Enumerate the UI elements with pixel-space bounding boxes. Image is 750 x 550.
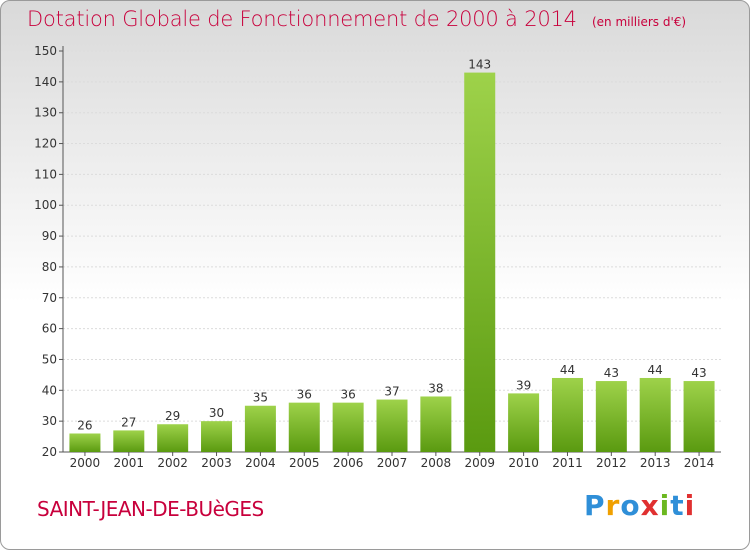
bar-value-label: 38 bbox=[428, 381, 443, 395]
bar bbox=[508, 393, 540, 452]
bar bbox=[595, 381, 627, 452]
bar bbox=[376, 399, 408, 452]
bar-value-label: 143 bbox=[468, 58, 491, 72]
y-tick-label: 150 bbox=[34, 44, 57, 58]
y-tick-label: 30 bbox=[42, 414, 57, 428]
y-tick-label: 110 bbox=[34, 167, 57, 181]
chart-subtitle: (en milliers d'€) bbox=[591, 15, 687, 29]
bar-value-label: 43 bbox=[691, 366, 706, 380]
x-tick-label: 2010 bbox=[508, 456, 539, 470]
bar-value-label: 30 bbox=[209, 406, 224, 420]
y-tick-label: 40 bbox=[42, 383, 57, 397]
y-tick-label: 140 bbox=[34, 75, 57, 89]
y-tick-label: 20 bbox=[42, 445, 57, 459]
logo-letter: r bbox=[605, 489, 621, 522]
x-tick-label: 2009 bbox=[464, 456, 495, 470]
logo-letter: t bbox=[670, 489, 685, 522]
bar bbox=[157, 424, 189, 452]
x-tick-label: 2014 bbox=[684, 456, 715, 470]
y-tick-label: 80 bbox=[42, 260, 57, 274]
proxiti-logo: Proxiti bbox=[584, 489, 695, 522]
logo-letter: i bbox=[659, 489, 671, 522]
y-tick-label: 70 bbox=[42, 291, 57, 305]
bar-value-label: 43 bbox=[604, 366, 619, 380]
logo-letter: o bbox=[620, 489, 641, 522]
chart-title: Dotation Globale de Fonctionnement de 20… bbox=[27, 7, 577, 31]
bar bbox=[69, 433, 101, 452]
bar-value-label: 27 bbox=[121, 415, 136, 429]
bar-value-label: 44 bbox=[648, 363, 663, 377]
x-tick-label: 2011 bbox=[552, 456, 583, 470]
logo-letter: P bbox=[584, 489, 606, 522]
x-tick-label: 2003 bbox=[201, 456, 232, 470]
x-tick-label: 2000 bbox=[70, 456, 101, 470]
bar-value-label: 36 bbox=[340, 388, 355, 402]
x-tick-label: 2012 bbox=[596, 456, 627, 470]
bar-value-label: 37 bbox=[384, 385, 399, 399]
y-tick-label: 120 bbox=[34, 137, 57, 151]
bar bbox=[113, 430, 145, 452]
y-tick-label: 50 bbox=[42, 352, 57, 366]
bar-value-label: 36 bbox=[297, 388, 312, 402]
x-tick-label: 2008 bbox=[421, 456, 452, 470]
y-tick-label: 130 bbox=[34, 106, 57, 120]
y-tick-label: 60 bbox=[42, 322, 57, 336]
bar-value-label: 35 bbox=[253, 391, 268, 405]
bar bbox=[244, 405, 276, 452]
bar bbox=[639, 377, 671, 452]
logo-letter: i bbox=[684, 489, 696, 522]
x-tick-label: 2007 bbox=[377, 456, 408, 470]
x-tick-label: 2013 bbox=[640, 456, 671, 470]
x-tick-label: 2005 bbox=[289, 456, 320, 470]
bar bbox=[420, 396, 452, 452]
bar bbox=[288, 402, 320, 452]
x-tick-label: 2006 bbox=[333, 456, 364, 470]
bar bbox=[683, 381, 715, 452]
x-tick-label: 2002 bbox=[157, 456, 188, 470]
y-tick-label: 90 bbox=[42, 229, 57, 243]
x-tick-label: 2004 bbox=[245, 456, 276, 470]
title-row: Dotation Globale de Fonctionnement de 20… bbox=[27, 7, 686, 31]
bar bbox=[551, 377, 583, 452]
bar bbox=[464, 72, 496, 452]
x-tick-label: 2001 bbox=[114, 456, 145, 470]
bar-value-label: 26 bbox=[77, 418, 92, 432]
bar-value-label: 44 bbox=[560, 363, 575, 377]
y-tick-label: 100 bbox=[34, 198, 57, 212]
commune-name: SAINT-JEAN-DE-BUèGES bbox=[37, 497, 264, 521]
logo-letter: x bbox=[640, 489, 660, 522]
bar bbox=[332, 402, 364, 452]
bar-value-label: 39 bbox=[516, 378, 531, 392]
bar-value-label: 29 bbox=[165, 409, 180, 423]
bar bbox=[201, 421, 233, 452]
